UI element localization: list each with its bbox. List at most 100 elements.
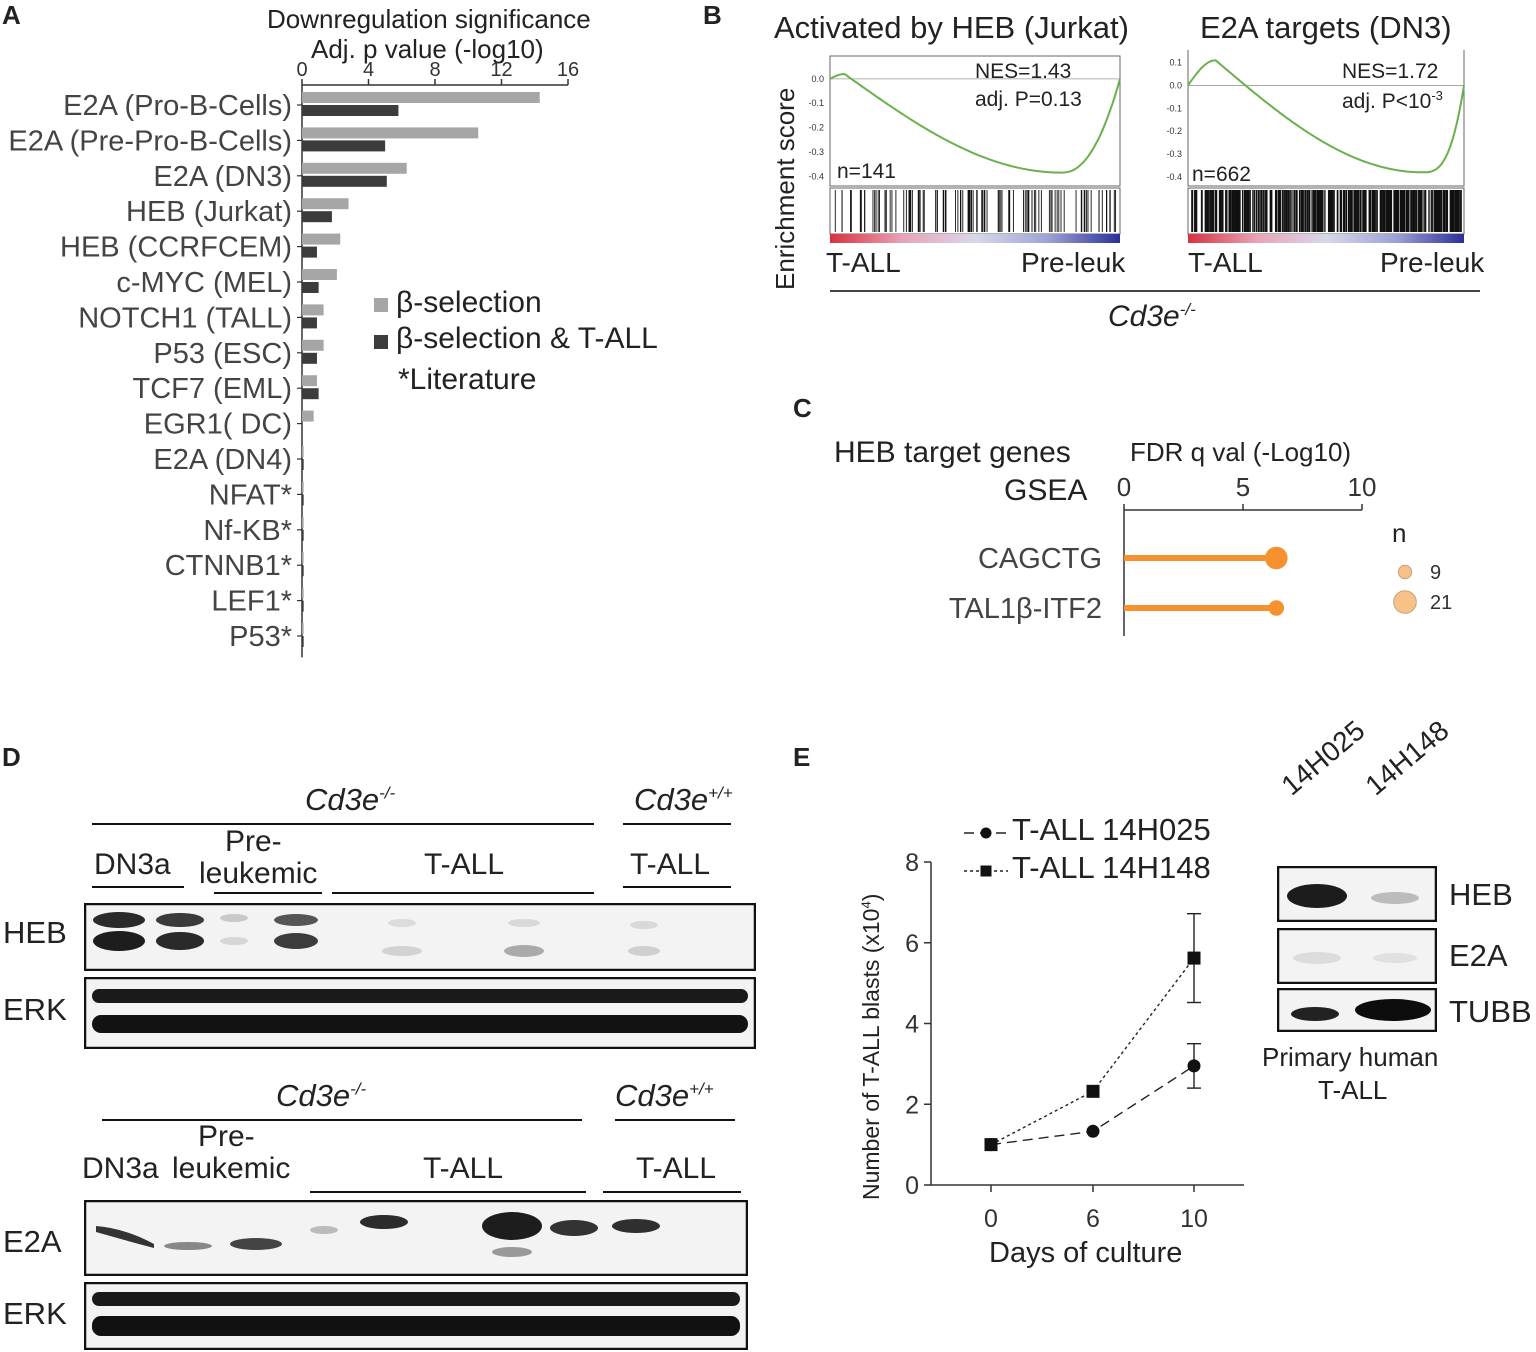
bar-beta-selection-tall [302, 105, 399, 116]
panel-label-e: E [793, 742, 811, 772]
xtick-label-c: 0 [1117, 472, 1131, 502]
blot-d2-lane-pre: Pre- [198, 1120, 255, 1153]
category-label: c-MYC (MEL) [116, 267, 292, 299]
size-legend-label: 21 [1430, 592, 1452, 614]
xtick-label-c: 10 [1348, 472, 1377, 502]
category-label-c: TAL1β-ITF2 [949, 593, 1102, 625]
bar-beta-selection-tall [302, 317, 317, 329]
bar-beta-selection-tall [302, 246, 317, 258]
bar-beta-selection [302, 233, 341, 245]
gsea-left-label-2: T-ALL [1188, 247, 1263, 278]
gsea-ytick: -0.4 [1166, 172, 1182, 182]
gsea-ylabel: Enrichment score [770, 87, 800, 290]
gsea-rank-bar [830, 234, 1120, 243]
bar-beta-selection [302, 92, 540, 103]
blot-d1-underline-dn3a [92, 886, 184, 888]
ytick-label-e: 2 [905, 1091, 919, 1119]
gsea-ytick: 0.0 [811, 74, 824, 84]
blot-d1-lane-tall-wt: T-ALL [630, 848, 711, 881]
gsea-genotype-rule [830, 290, 1480, 292]
bar-beta-selection [302, 127, 479, 139]
gsea-padj-1: adj. P=0.13 [975, 88, 1082, 111]
blot-d2-ko-rule [102, 1119, 582, 1121]
bar-beta-selection [302, 410, 314, 422]
bar-beta-selection [302, 623, 304, 634]
bar-beta-selection-tall [302, 565, 304, 577]
bar-beta-selection-tall [302, 459, 304, 470]
bar-beta-selection-tall [302, 388, 319, 400]
blot-e-col-14h025: 14H025 [1275, 714, 1371, 802]
blot-d1-lane-pre: Pre- [225, 825, 282, 858]
gsea-ytick: -0.2 [1166, 126, 1182, 136]
blot-d1-wt-rule [623, 823, 731, 825]
panel-c-axis-title: FDR q val (-Log10) [1130, 437, 1352, 467]
gsea-title-1: Activated by HEB (Jurkat) [774, 10, 1129, 45]
point-14h148 [984, 1138, 998, 1152]
bar-beta-selection-tall [302, 352, 317, 364]
point-14h148 [1086, 1084, 1100, 1098]
blot-d1-underline-tall [332, 892, 594, 894]
xtick-label-a: 12 [490, 60, 512, 81]
gsea-padj-2: adj. P<10-3 [1342, 88, 1443, 113]
blot-d1-erk-membrane [84, 977, 756, 1049]
legend-swatch-beta-selection [374, 298, 388, 312]
legend-label-14h148: T-ALL 14H148 [1012, 850, 1211, 885]
gsea-enrichment-curve [1187, 59, 1465, 174]
blot-d2-row-e2a: E2A [3, 1224, 62, 1259]
bar-beta-selection-tall [302, 282, 319, 293]
bar-beta-selection-tall [302, 636, 304, 647]
blot-e-tubb-membrane [1277, 988, 1437, 1032]
gsea-nes-1: NES=1.43 [975, 60, 1072, 83]
category-label: Nf-KB* [203, 515, 292, 547]
gsea-ytick: -0.1 [808, 98, 824, 108]
blot-d2-underline-tall-wt [603, 1191, 741, 1193]
gsea-rank-bar [1188, 234, 1464, 243]
blot-e-heb-membrane [1277, 866, 1437, 922]
panel-c-title-1: HEB target genes [834, 436, 1071, 469]
blot-e-row-e2a: E2A [1449, 938, 1508, 973]
xtick-label-a: 16 [557, 60, 579, 81]
xtick-label-c: 5 [1236, 472, 1250, 502]
ytick-label-e: 8 [905, 849, 919, 877]
legend-swatch-beta-selection-tall [374, 335, 388, 349]
bar-beta-selection [302, 339, 324, 351]
blot-d2-e2a-membrane [84, 1200, 748, 1276]
line-chart-ylabel: Number of T-ALL blasts (x104) [858, 893, 884, 1200]
blot-e-row-tubb: TUBB [1449, 994, 1532, 1029]
blot-d2-wt-rule [615, 1119, 735, 1121]
xtick-label-a: 0 [296, 60, 307, 81]
category-label: LEF1* [211, 586, 292, 618]
blot-d1-row-heb: HEB [3, 915, 67, 950]
bar-beta-selection-tall [302, 494, 304, 506]
size-legend-title: n [1392, 518, 1407, 548]
panel-label-d: D [2, 742, 21, 772]
legend-label-beta-selection: β-selection [396, 286, 542, 319]
bar-beta-selection-tall [302, 600, 304, 612]
bar-beta-selection-tall [302, 140, 386, 152]
lollipop-head [1268, 600, 1285, 616]
lollipop-head [1265, 546, 1288, 570]
bar-beta-selection-tall [302, 175, 387, 187]
bar-beta-selection-tall [302, 211, 332, 223]
category-label: CTNNB1* [165, 550, 292, 582]
gsea-plots: 0.0 -0.1 -0.2 -0.3 -0.4 0.1 0.0 -0.1 -0.2 -0.3 -0.… [808, 50, 1465, 243]
gsea-ytick: -0.1 [1166, 103, 1182, 113]
panel-label-c: C [793, 393, 812, 423]
category-label: E2A (Pro-B-Cells) [63, 90, 292, 122]
bar-beta-selection [302, 516, 304, 528]
blot-d1-underline-tall-wt [623, 886, 731, 888]
blot-d2-lane-dn3a: DN3a [82, 1152, 159, 1185]
bar-beta-selection [302, 269, 337, 280]
blot-d2-lane-leukemic: leukemic [172, 1152, 291, 1185]
category-label: E2A (DN4) [153, 444, 292, 476]
gsea-ytick: -0.3 [808, 147, 824, 157]
bar-chart-panel-a: 0 4 8 12 16 E2A (Pro-B-Cells)E2A (Pre-Pro-B-C… [8, 60, 579, 658]
category-label: HEB (CCRFCEM) [60, 232, 292, 264]
blot-e-e2a-membrane [1277, 928, 1437, 984]
blot-e-caption-1: Primary human [1262, 1042, 1439, 1072]
line-chart-panel-e: 0 2 4 6 8 0 6 10 [905, 827, 1244, 1233]
gsea-ytick: -0.4 [808, 171, 824, 181]
blot-d2-row-erk: ERK [3, 1296, 67, 1331]
gsea-title-2: E2A targets (DN3) [1200, 10, 1452, 45]
xtick-label-e: 6 [1086, 1205, 1100, 1233]
